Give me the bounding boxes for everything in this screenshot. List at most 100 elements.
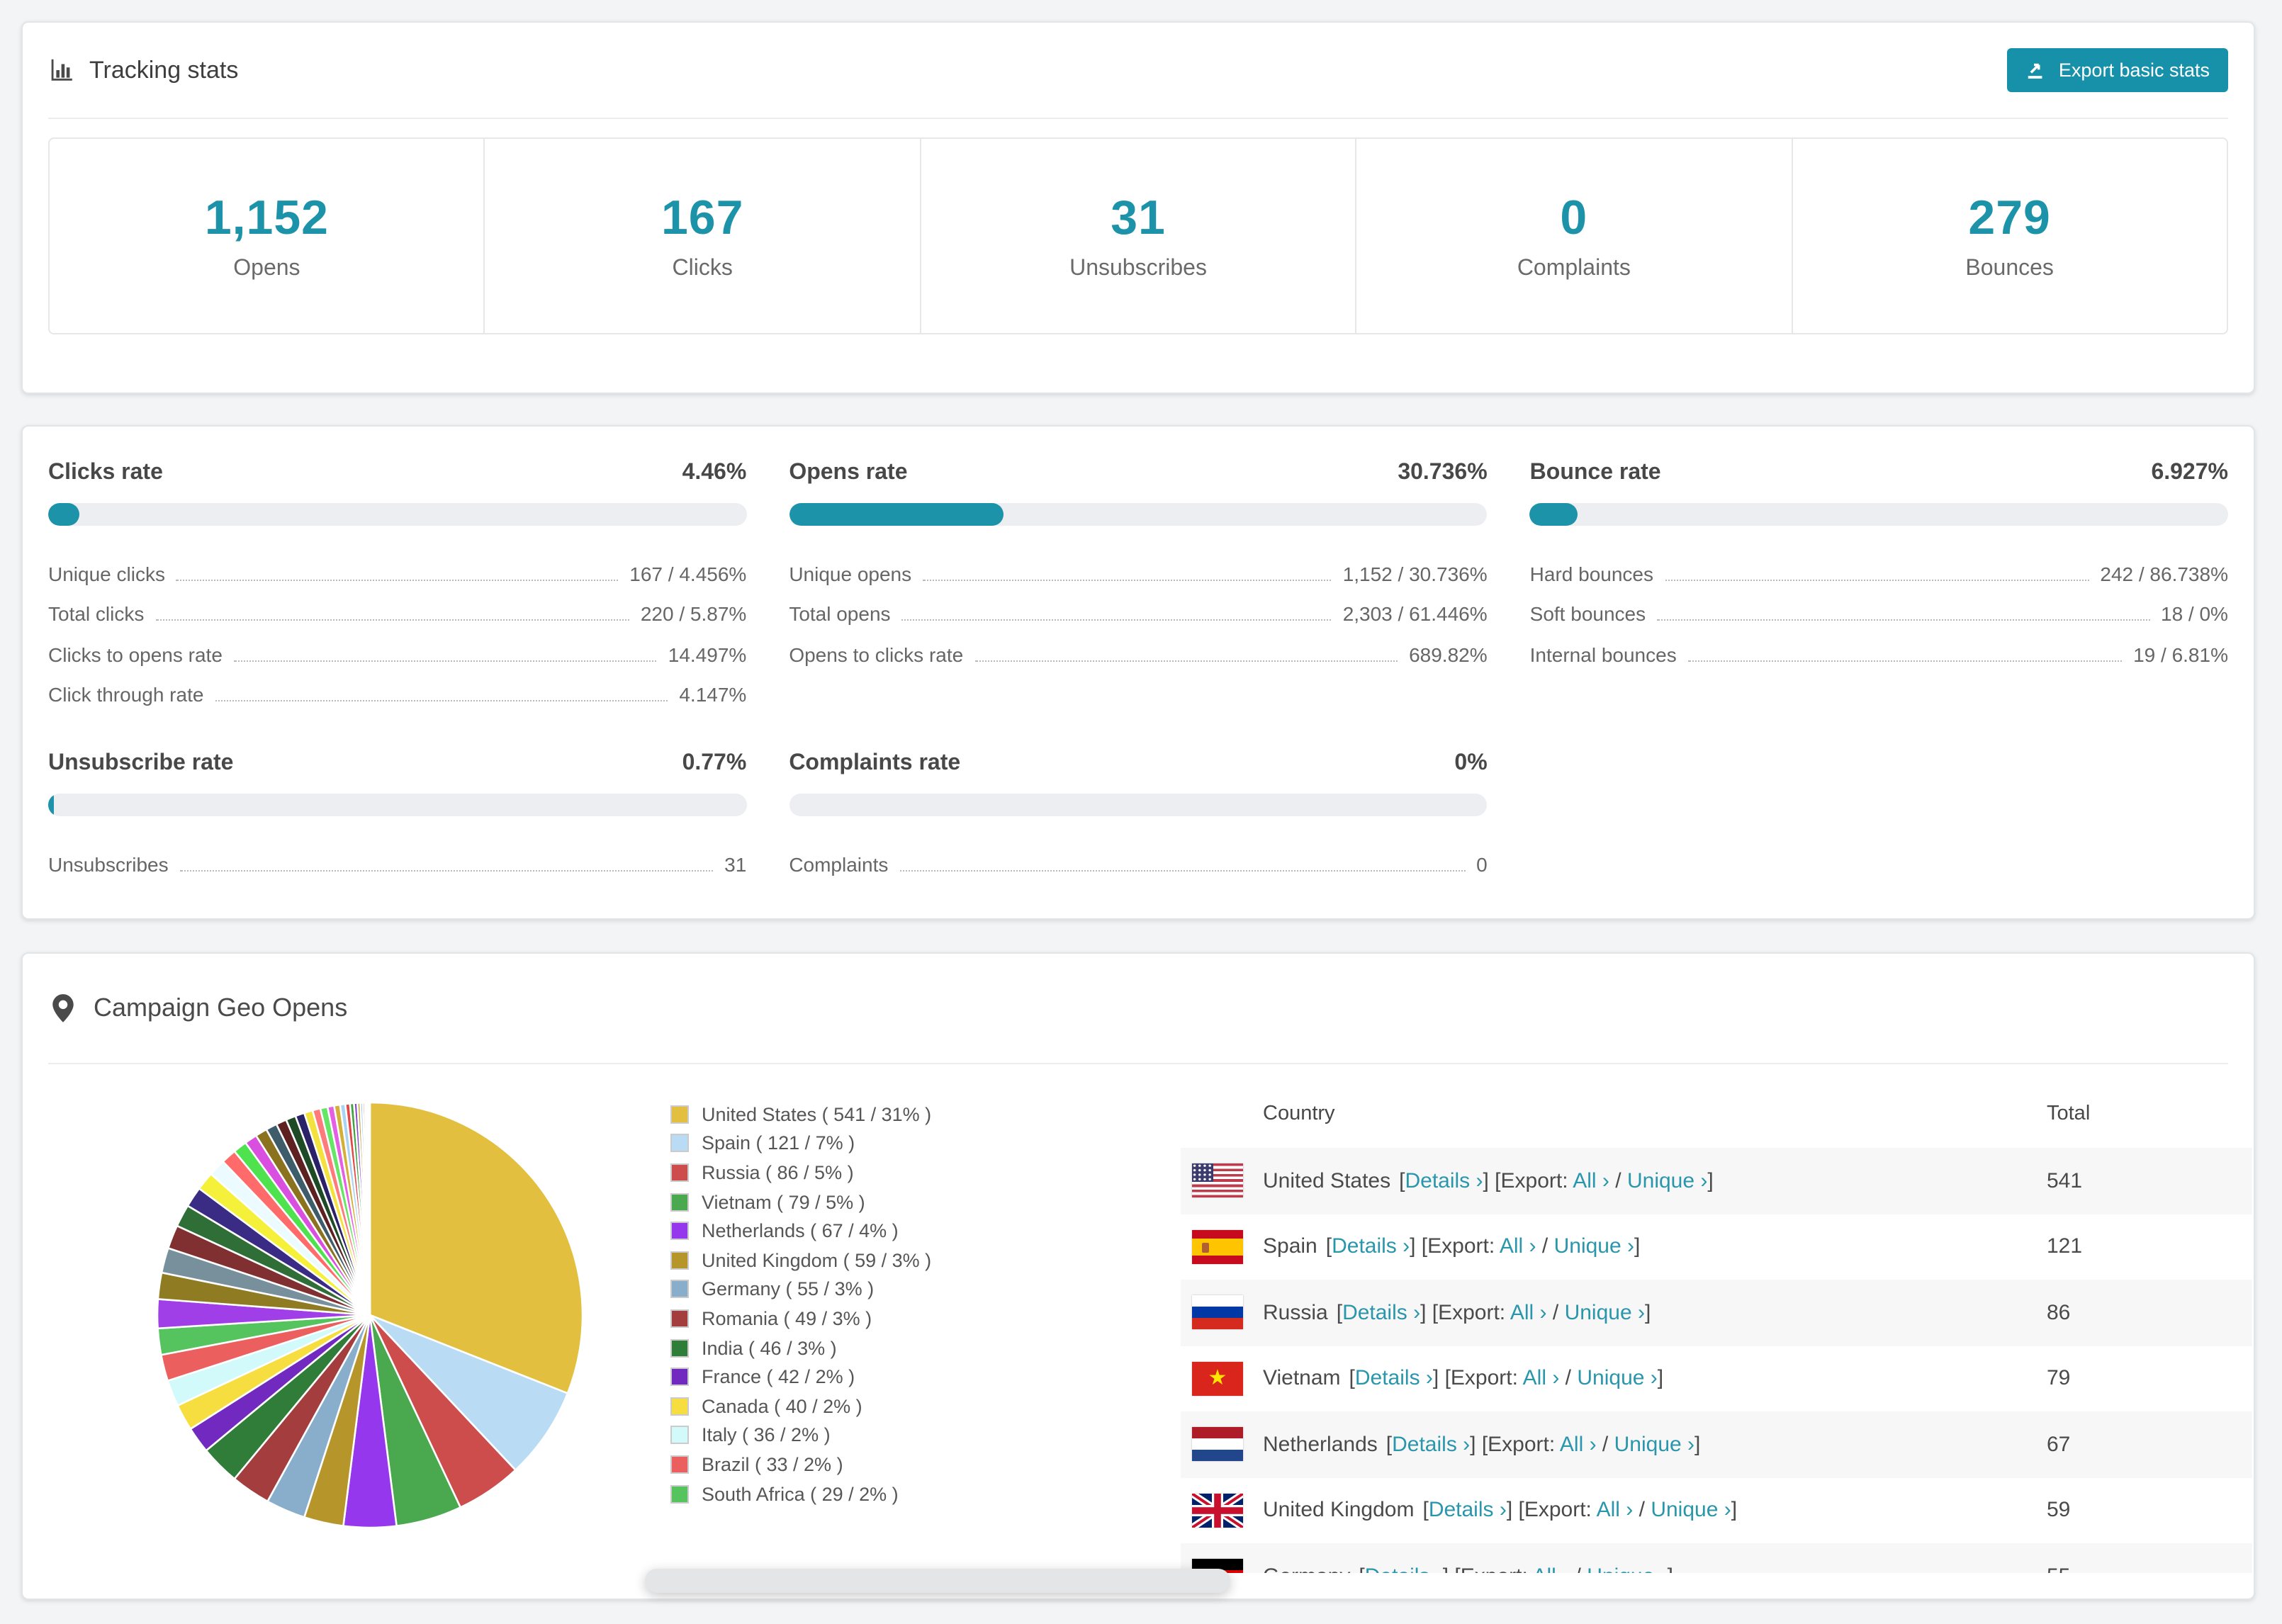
export-unique-link[interactable]: Unique › <box>1564 1300 1645 1325</box>
geo-header: Campaign Geo Opens <box>23 954 2254 1063</box>
dotted-leader <box>974 660 1398 661</box>
detail-value: 689.82% <box>1409 643 1488 665</box>
stat-value: 1,152 <box>204 191 329 244</box>
country-links: [Details ›] [Export: All › / Unique ›] <box>1422 1498 1738 1523</box>
dotted-leader <box>215 700 668 701</box>
export-unique-link[interactable]: Unique › <box>1553 1234 1634 1259</box>
map-pin-icon <box>52 994 74 1022</box>
pie-legend: United States ( 541 / 31% ) Spain ( 121 /… <box>670 1100 931 1509</box>
legend-label: South Africa ( 29 / 2% ) <box>702 1483 899 1505</box>
dotted-leader <box>1687 660 2123 661</box>
dotted-leader <box>155 619 629 621</box>
total-cell: 55 <box>2047 1564 2252 1574</box>
legend-item: Netherlands ( 67 / 4% ) <box>670 1217 931 1246</box>
dotted-leader <box>899 869 1466 871</box>
stat-value: 279 <box>1968 191 2051 244</box>
legend-swatch <box>670 1309 689 1328</box>
detail-label: Hard bounces <box>1529 562 1653 585</box>
legend-item: South Africa ( 29 / 2% ) <box>670 1479 931 1508</box>
table-row-ru: Russia [Details ›] [Export: All › / Uniqu… <box>1181 1280 2252 1346</box>
detail-value: 167 / 4.456% <box>629 562 747 585</box>
legend-swatch <box>670 1484 689 1504</box>
legend-item: Brazil ( 33 / 2% ) <box>670 1450 931 1479</box>
legend-swatch <box>670 1397 689 1416</box>
country-cell: ★ Vietnam [Details ›] [Export: All › / Uni… <box>1181 1361 2047 1396</box>
rate-section-opens-rate: Opens rate 30.736% Unique opens 1,152 / 30.… <box>789 452 1488 706</box>
export-unique-link[interactable]: Unique › <box>1577 1366 1658 1391</box>
stat-value: 0 <box>1560 191 1588 244</box>
geo-country-table: Country Total United States [Details ›] [… <box>1181 1080 2252 1573</box>
details-link[interactable]: Details › <box>1392 1432 1471 1457</box>
stat-value: 31 <box>1111 191 1166 244</box>
export-unique-link[interactable]: Unique › <box>1614 1432 1695 1457</box>
legend-swatch <box>670 1105 689 1124</box>
details-link[interactable]: Details › <box>1428 1498 1507 1523</box>
geo-table-body: United States [Details ›] [Export: All › … <box>1181 1148 2252 1573</box>
total-cell: 541 <box>2047 1168 2083 1193</box>
detail-label: Internal bounces <box>1529 643 1677 665</box>
rate-detail-row: Internal bounces 19 / 6.81% <box>1530 625 2228 665</box>
legend-item: United States ( 541 / 31% ) <box>670 1100 931 1129</box>
export-all-link[interactable]: All › <box>1573 1168 1609 1193</box>
stat-label: Opens <box>233 256 300 280</box>
rate-section-complaints-rate: Complaints rate 0% Complaints 0 <box>789 743 1488 875</box>
export-all-link[interactable]: All › <box>1596 1498 1634 1523</box>
legend-label: Germany ( 55 / 3% ) <box>702 1278 875 1300</box>
detail-label: Soft bounces <box>1529 602 1646 625</box>
detail-value: 31 <box>724 852 747 875</box>
export-icon <box>2028 63 2043 79</box>
rate-detail-row: Hard bounces 242 / 86.738% <box>1530 544 2228 585</box>
rate-value: 4.46% <box>682 461 747 485</box>
details-link[interactable]: Details › <box>1354 1366 1433 1391</box>
country-links: [Details ›] [Export: All › / Unique ›] <box>1386 1432 1701 1457</box>
rates-grid: Clicks rate 4.46% Unique clicks 167 / 4.456… <box>48 452 2228 875</box>
rate-detail-row: Unsubscribes 31 <box>48 835 746 875</box>
country-cell: Russia [Details ›] [Export: All › / Uniqu… <box>1181 1295 2047 1330</box>
detail-value: 19 / 6.81% <box>2133 643 2228 665</box>
legend-item: India ( 46 / 3% ) <box>670 1333 931 1363</box>
legend-swatch <box>670 1338 689 1358</box>
rate-detail-row: Unique clicks 167 / 4.456% <box>48 544 746 585</box>
stat-label: Complaints <box>1517 256 1631 280</box>
details-link[interactable]: Details › <box>1365 1564 1443 1574</box>
details-link[interactable]: Details › <box>1405 1168 1483 1193</box>
export-all-link[interactable]: All › <box>1499 1234 1536 1259</box>
stat-box-bounces: 279 Bounces <box>1792 139 2227 333</box>
total-column-header: Total <box>2047 1103 2091 1125</box>
country-links: [Details ›] [Export: All › / Unique ›] <box>1359 1564 1673 1574</box>
legend-item: Romania ( 49 / 3% ) <box>670 1304 931 1333</box>
flag-icon-vn: ★ <box>1192 1361 1243 1396</box>
export-unique-link[interactable]: Unique › <box>1626 1168 1708 1193</box>
horizontal-scrollbar-thumb[interactable] <box>645 1569 1230 1593</box>
rate-section-bounce-rate: Bounce rate 6.927% Hard bounces 242 / 86.73… <box>1529 452 2228 706</box>
export-all-link[interactable]: All › <box>1533 1564 1570 1574</box>
rate-detail-row: Total opens 2,303 / 61.446% <box>789 585 1487 625</box>
export-basic-stats-button[interactable]: Export basic stats <box>2007 48 2228 92</box>
export-all-link[interactable]: All › <box>1522 1366 1560 1391</box>
details-link[interactable]: Details › <box>1332 1234 1410 1259</box>
export-all-link[interactable]: All › <box>1559 1432 1597 1457</box>
legend-label: Russia ( 86 / 5% ) <box>702 1161 854 1183</box>
header-divider <box>48 118 2228 119</box>
export-all-link[interactable]: All › <box>1510 1300 1547 1325</box>
rate-progress-track <box>789 794 1488 816</box>
country-name: United Kingdom <box>1263 1498 1415 1523</box>
total-cell: 67 <box>2047 1432 2071 1457</box>
legend-swatch <box>670 1134 689 1153</box>
rate-progress-fill <box>48 503 79 526</box>
dotted-leader <box>1665 579 2089 580</box>
legend-swatch <box>670 1251 689 1270</box>
legend-item: Russia ( 86 / 5% ) <box>670 1158 931 1187</box>
country-links: [Details ›] [Export: All › / Unique ›] <box>1325 1234 1641 1259</box>
summary-stats-row: 1,152 Opens 167 Clicks 31 Unsubscribes 0 Compla… <box>48 137 2228 334</box>
export-unique-link[interactable]: Unique › <box>1651 1498 1731 1523</box>
details-link[interactable]: Details › <box>1342 1300 1421 1325</box>
legend-label: Netherlands ( 67 / 4% ) <box>702 1220 899 1242</box>
export-unique-link[interactable]: Unique › <box>1587 1564 1667 1574</box>
geo-opens-pie-chart <box>156 1101 584 1529</box>
stat-box-clicks: 167 Clicks <box>485 139 921 333</box>
detail-label: Click through rate <box>48 683 204 706</box>
rate-title: Unsubscribe rate <box>48 751 234 775</box>
rate-value: 6.927% <box>2151 461 2228 485</box>
